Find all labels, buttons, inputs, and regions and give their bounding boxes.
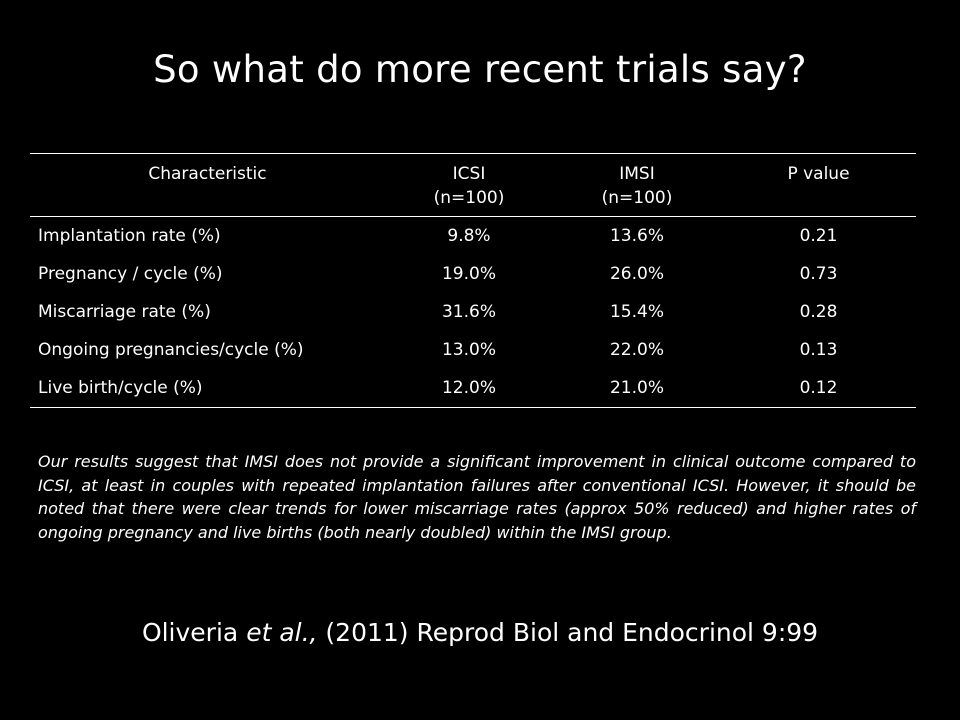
cell-characteristic: Pregnancy / cycle (%) [38, 264, 223, 284]
header-imsi-label: IMSI [619, 164, 655, 184]
cell-characteristic: Miscarriage rate (%) [38, 302, 211, 322]
cell-imsi: 26.0% [609, 264, 664, 284]
header-p-value-label: P value [787, 164, 850, 184]
citation-reference: (2011) Reprod Biol and Endocrinol 9:99 [317, 618, 819, 647]
cell-p-value: 0.21 [799, 226, 838, 246]
cell-imsi: 22.0% [609, 340, 664, 360]
cell-imsi: 21.0% [609, 378, 664, 398]
header-imsi-n: (n=100) [601, 188, 673, 208]
header-characteristic: Characteristic [30, 154, 385, 217]
citation-author: Oliveria [141, 618, 247, 647]
slide-title: So what do more recent trials say? [153, 48, 807, 91]
header-imsi: IMSI (n=100) [553, 154, 721, 217]
cell-imsi: 13.6% [609, 226, 664, 246]
citation-et-al: et al., [246, 618, 318, 647]
table-header: Characteristic ICSI (n=100) IMSI (n=100)… [30, 153, 916, 217]
table-row: Implantation rate (%) 9.8% 13.6% 0.21 [30, 217, 916, 256]
table-row: Live birth/cycle (%) 12.0% 21.0% 0.12 [30, 369, 916, 408]
header-p-value: P value [721, 154, 916, 217]
table-row: Miscarriage rate (%) 31.6% 15.4% 0.28 [30, 293, 916, 331]
cell-characteristic: Ongoing pregnancies/cycle (%) [38, 340, 304, 360]
cell-p-value: 0.28 [799, 302, 838, 322]
cell-icsi: 19.0% [441, 264, 496, 284]
results-table: Characteristic ICSI (n=100) IMSI (n=100)… [30, 153, 916, 408]
study-conclusion-quote: Our results suggest that IMSI does not p… [38, 452, 916, 542]
header-icsi-n: (n=100) [433, 188, 505, 208]
table-row: Pregnancy / cycle (%) 19.0% 26.0% 0.73 [30, 255, 916, 293]
table-body: Implantation rate (%) 9.8% 13.6% 0.21 Pr… [30, 217, 916, 408]
cell-icsi: 12.0% [441, 378, 496, 398]
cell-p-value: 0.13 [799, 340, 838, 360]
cell-icsi: 31.6% [441, 302, 496, 322]
header-icsi-label: ICSI [452, 164, 486, 184]
header-characteristic-label: Characteristic [148, 164, 267, 184]
table-row: Ongoing pregnancies/cycle (%) 13.0% 22.0… [30, 331, 916, 369]
header-icsi: ICSI (n=100) [385, 154, 553, 217]
citation: Oliveria et al., (2011) Reprod Biol and … [0, 618, 960, 647]
cell-p-value: 0.73 [799, 264, 838, 284]
cell-characteristic: Implantation rate (%) [38, 226, 221, 246]
cell-characteristic: Live birth/cycle (%) [38, 378, 203, 398]
cell-icsi: 13.0% [441, 340, 496, 360]
table-header-row: Characteristic ICSI (n=100) IMSI (n=100)… [30, 153, 916, 217]
cell-p-value: 0.12 [799, 378, 838, 398]
cell-imsi: 15.4% [609, 302, 664, 322]
cell-icsi: 9.8% [447, 226, 491, 246]
